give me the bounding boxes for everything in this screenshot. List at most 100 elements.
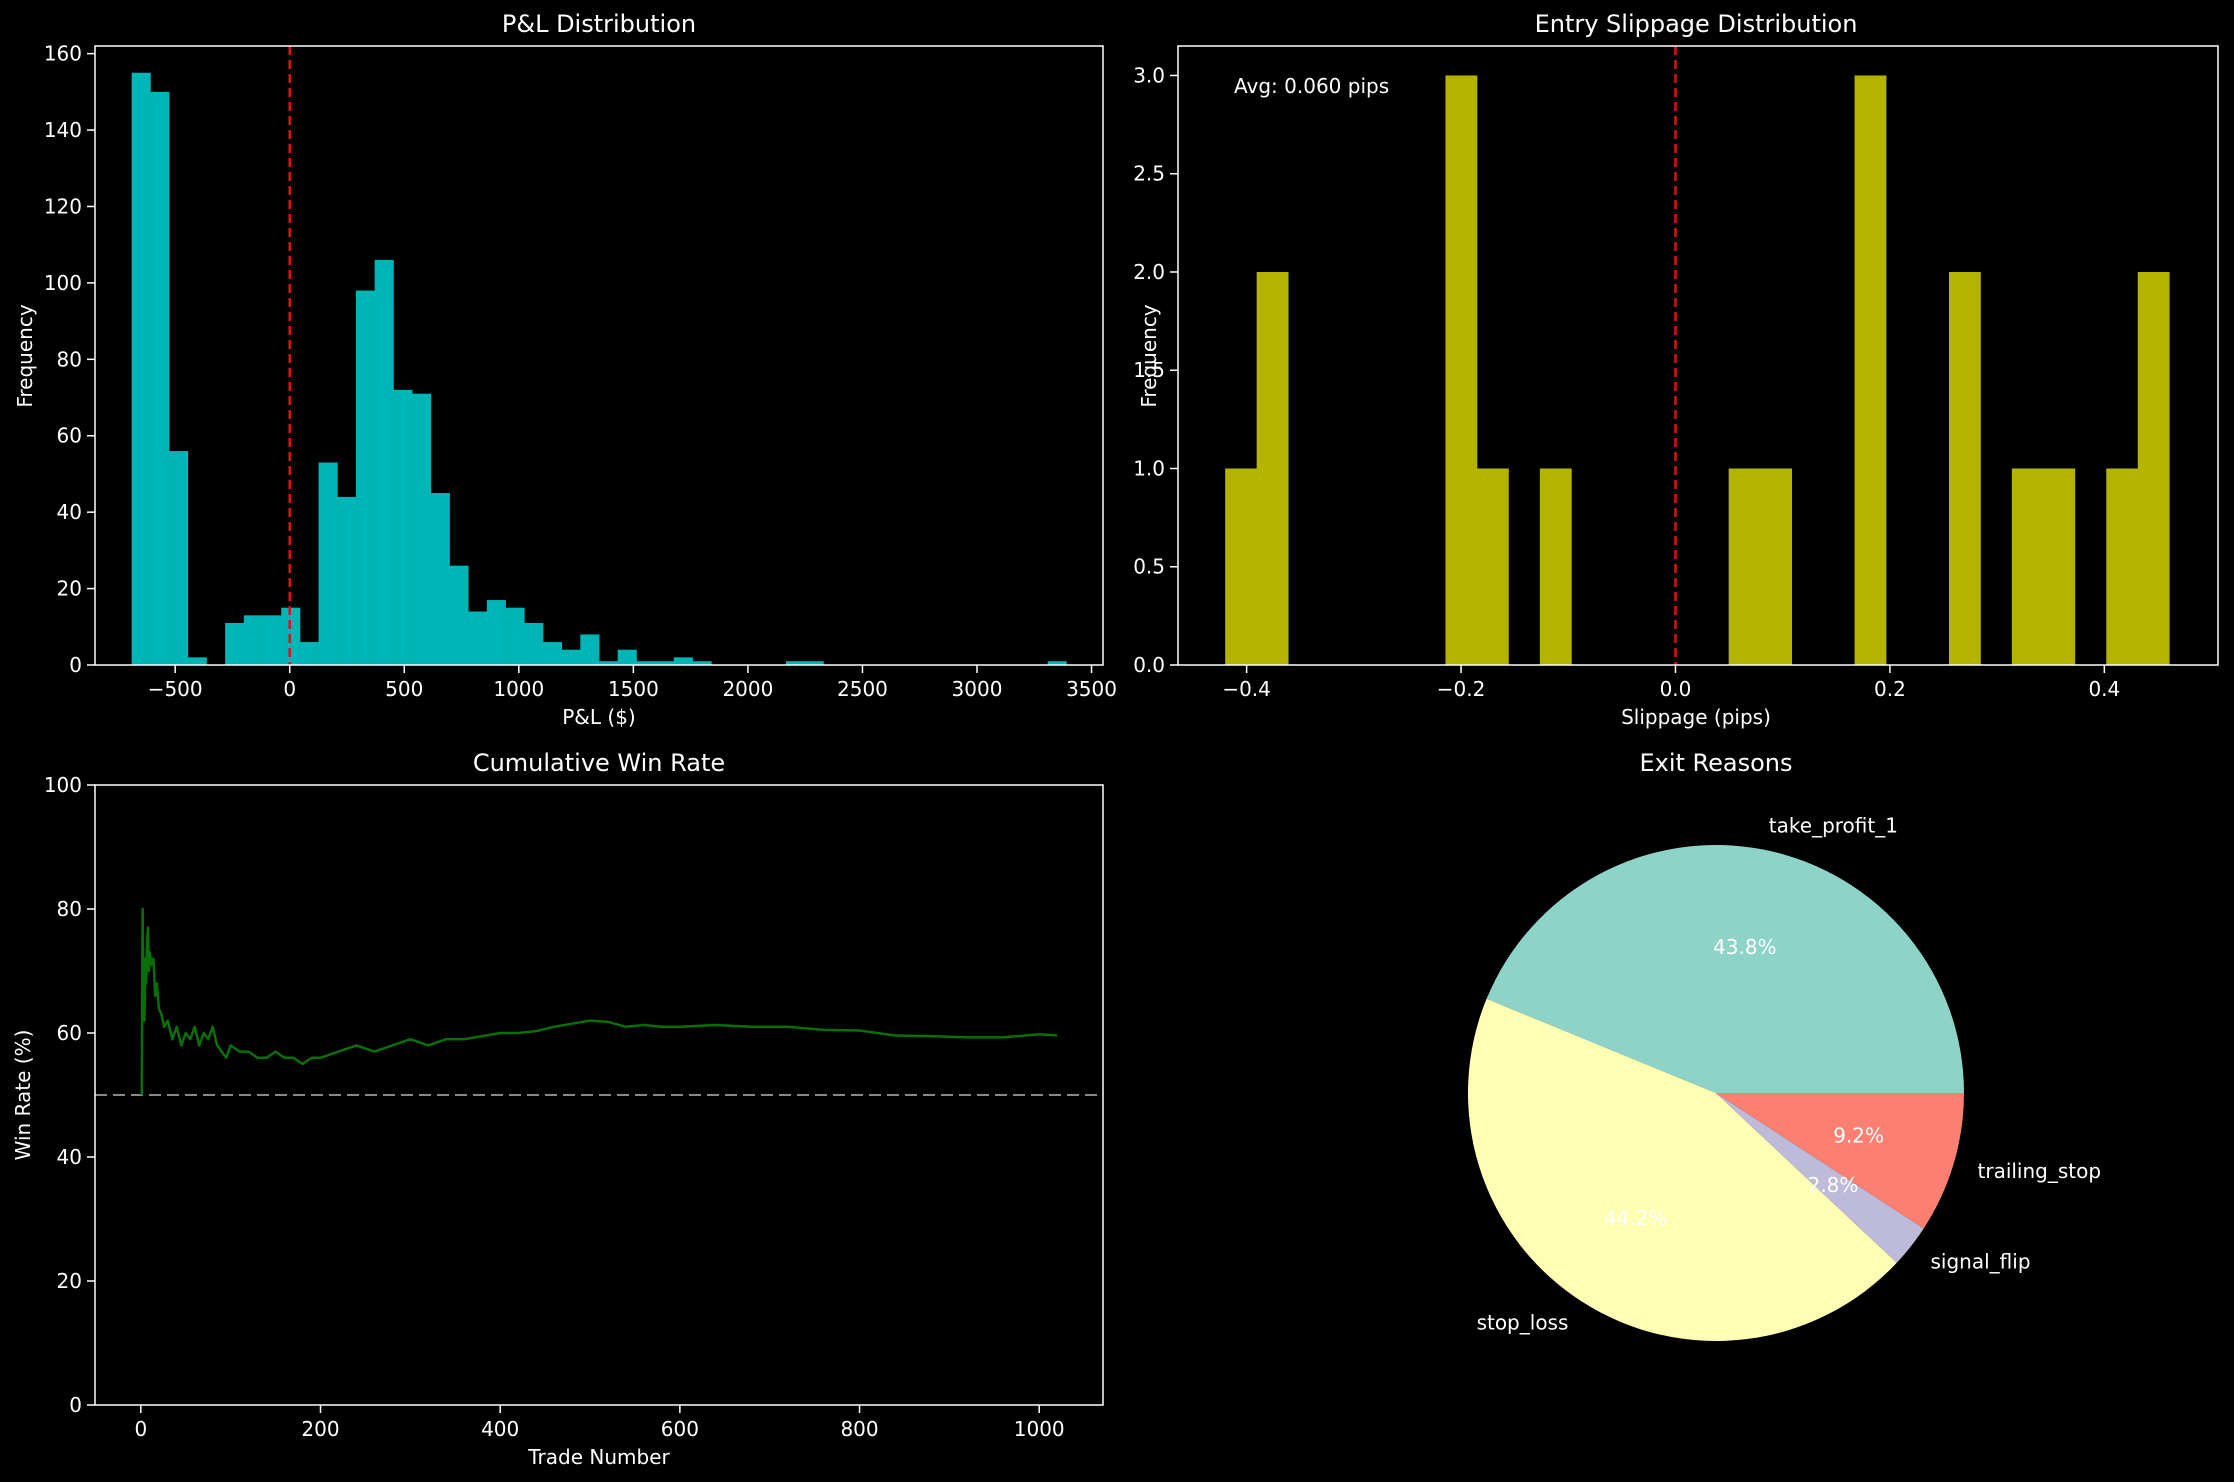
pnl-histogram-bar: [169, 451, 189, 665]
slippage-x-axis-label: Slippage (pips): [1621, 705, 1771, 729]
pnl-histogram-panel: P&L Distribution −500 0 500 1000 1500 2000 250…: [13, 10, 1117, 729]
pnl-histogram-bar: [561, 649, 581, 665]
pnl-histogram-bar: [262, 615, 282, 665]
pnl-histogram-bar: [225, 622, 245, 665]
pnl-y-tick-label: 0: [69, 653, 82, 677]
win-rate-x-tick-label: 800: [840, 1417, 878, 1441]
pnl-histogram-bar: [374, 259, 394, 665]
slippage-histogram-bar: [1728, 468, 1761, 665]
win-rate-y-tick-label: 60: [57, 1021, 82, 1045]
pie-slice-stop-loss: [1467, 998, 1897, 1342]
pnl-histogram-bar: [599, 661, 619, 665]
slippage-y-tick-label: 2.0: [1133, 260, 1165, 284]
slippage-y-tick-label: 2.5: [1133, 162, 1165, 186]
pnl-axes-frame: [94, 45, 1104, 666]
pnl-histogram-bar: [412, 393, 432, 665]
pnl-histogram-bar: [580, 634, 600, 665]
pie-slice-take-profit-1: [1486, 844, 1964, 1093]
exit-reasons-panel: Exit Reasons take_profit_1 43.8% stop_loss…: [1467, 749, 2102, 1342]
pie-slice-signal-flip: [1716, 1093, 1924, 1263]
slippage-histogram-bar: [1948, 271, 1981, 665]
slippage-y-tick-label: 1.0: [1133, 456, 1165, 480]
pnl-histogram-bar: [542, 642, 563, 665]
pnl-histogram-bar: [131, 72, 151, 666]
pie-label-trailing-stop: trailing_stop: [1978, 1159, 2102, 1183]
pnl-y-tick-label: 100: [44, 271, 82, 295]
win-rate-y-axis-label: Win Rate (%): [11, 1030, 35, 1161]
slippage-average-annotation: Avg: 0.060 pips: [1234, 74, 1389, 98]
pnl-histogram-bar: [318, 462, 338, 665]
win-rate-x-tick-label: 1000: [1014, 1417, 1065, 1441]
pnl-x-tick-label: 0: [283, 677, 296, 701]
pnl-y-tick-label: 80: [57, 347, 82, 371]
slippage-histogram-panel: Entry Slippage Distribution −0.4 −0.2 0.0 0…: [1133, 10, 2219, 729]
win-rate-line: [140, 907, 1058, 1096]
slippage-axes-frame: [1177, 45, 2219, 666]
pnl-x-tick-label: −500: [148, 677, 203, 701]
slippage-y-tick-label: 3.0: [1133, 63, 1165, 87]
win-rate-y-tick-label: 80: [57, 897, 82, 921]
pnl-y-tick-label: 140: [44, 118, 82, 142]
pnl-histogram-bar: [150, 91, 170, 665]
slippage-histogram-bar: [1539, 468, 1572, 665]
slippage-histogram-bar: [1445, 75, 1478, 665]
pie-percent-take-profit-1: 43.8%: [1713, 935, 1777, 959]
win-rate-y-tick-label: 100: [44, 773, 82, 797]
pnl-histogram-bar: [337, 496, 357, 665]
slippage-histogram-bar: [2137, 271, 2170, 665]
slippage-histogram-bar: [1760, 468, 1792, 665]
win-rate-x-tick-label: 600: [661, 1417, 699, 1441]
pnl-y-tick-label: 160: [44, 42, 82, 66]
win-rate-chart-title: Cumulative Win Rate: [473, 749, 725, 777]
pnl-y-tick-label: 40: [57, 500, 82, 524]
slippage-histogram-bar: [1225, 468, 1258, 665]
pnl-chart-title: P&L Distribution: [502, 10, 696, 38]
slippage-x-tick-label: −0.4: [1222, 677, 1271, 701]
pnl-histogram-bar: [486, 600, 506, 665]
slippage-histogram-bar: [2043, 468, 2076, 665]
pnl-histogram-bar: [673, 657, 693, 665]
pnl-histogram-bar: [355, 290, 376, 665]
win-rate-x-tick-label: 400: [481, 1417, 519, 1441]
pie-label-take-profit-1: take_profit_1: [1769, 813, 1898, 837]
pnl-histogram-bar: [804, 661, 824, 665]
pnl-x-tick-label: 1000: [493, 677, 544, 701]
win-rate-y-tick-label: 20: [57, 1269, 82, 1293]
slippage-histogram-bar: [2106, 468, 2139, 665]
exit-reasons-chart-title: Exit Reasons: [1639, 749, 1792, 777]
slippage-y-tick-label: 0.0: [1133, 653, 1165, 677]
pie-percent-trailing-stop: 9.2%: [1833, 1123, 1884, 1147]
win-rate-x-axis-label: Trade Number: [527, 1445, 670, 1469]
slippage-histogram-bar: [2011, 468, 2044, 665]
win-rate-panel: Cumulative Win Rate 0 200 400 600 800 1000 0 20…: [11, 749, 1104, 1469]
pnl-histogram-bar: [393, 389, 413, 665]
win-rate-y-tick-label: 0: [69, 1393, 82, 1417]
slippage-x-tick-label: 0.0: [1660, 677, 1692, 701]
pnl-histogram-bar: [299, 642, 319, 665]
pnl-histogram-bar: [430, 493, 450, 665]
slippage-chart-title: Entry Slippage Distribution: [1535, 10, 1858, 38]
pnl-histogram-bar: [449, 565, 469, 665]
slippage-x-tick-label: 0.2: [1874, 677, 1906, 701]
pnl-x-tick-label: 3000: [952, 677, 1003, 701]
pnl-histogram-bar: [617, 649, 637, 665]
pie-label-signal-flip: signal_flip: [1931, 1250, 2031, 1274]
pnl-x-axis-label: P&L ($): [562, 705, 636, 729]
pnl-histogram-bar: [524, 622, 544, 665]
pnl-x-tick-label: 2500: [837, 677, 888, 701]
pnl-histogram-bar: [1047, 661, 1067, 665]
pnl-histogram-bar: [692, 661, 712, 665]
slippage-histogram-bar: [1256, 271, 1289, 665]
pnl-histogram-bar: [468, 611, 488, 665]
slippage-histogram-bar: [1476, 468, 1509, 665]
pnl-histogram-bar: [243, 615, 263, 665]
pnl-y-tick-label: 60: [57, 424, 82, 448]
pnl-x-tick-label: 2000: [722, 677, 773, 701]
slippage-y-axis-label: Frequency: [1137, 304, 1161, 407]
slippage-y-tick-label: 0.5: [1133, 555, 1165, 579]
pnl-histogram-bar: [785, 661, 806, 665]
pie-slice-trailing-stop: [1716, 1093, 1965, 1229]
pnl-y-tick-label: 120: [44, 194, 82, 218]
pnl-histogram-bar: [505, 607, 525, 665]
